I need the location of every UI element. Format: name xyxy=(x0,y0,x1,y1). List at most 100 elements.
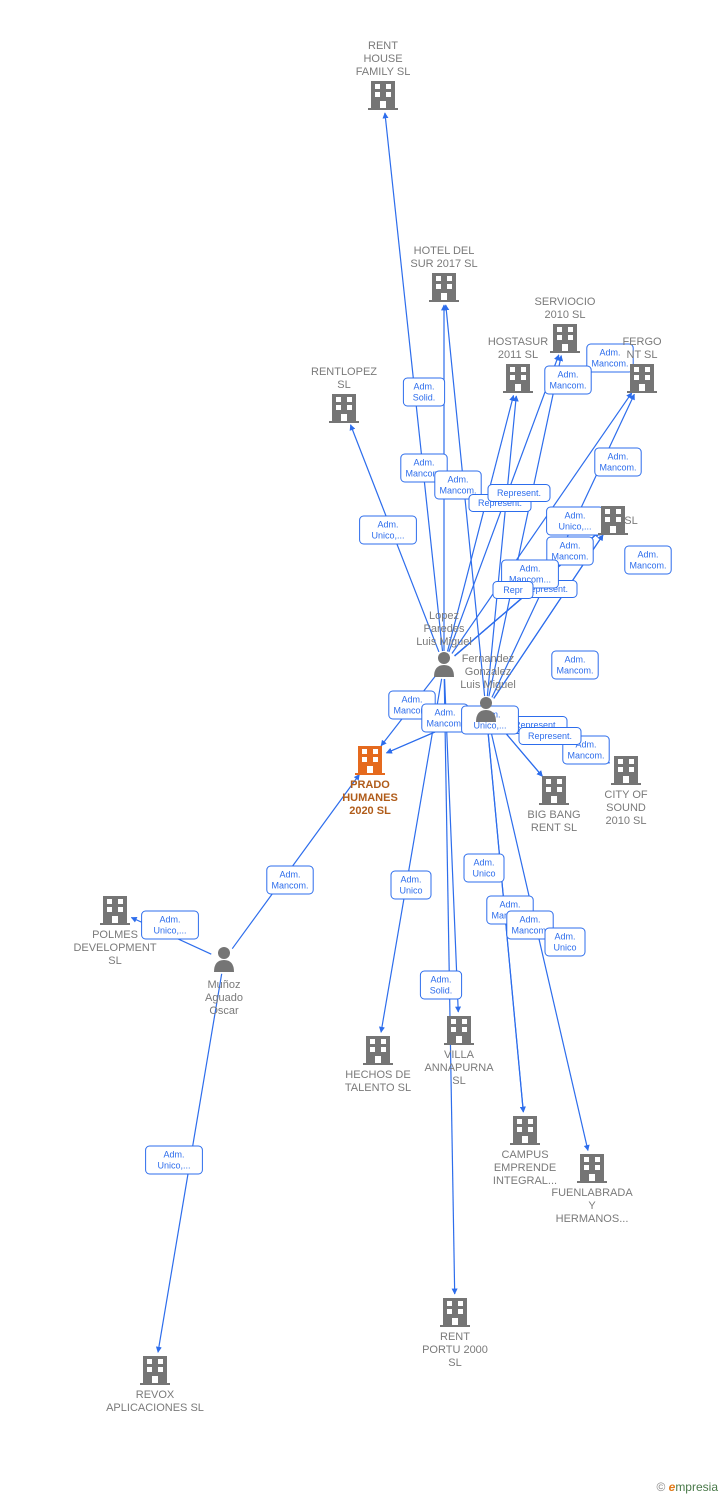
node-label: POLMES xyxy=(92,929,138,941)
svg-text:Adm.: Adm. xyxy=(473,857,494,867)
building-icon xyxy=(577,1154,607,1183)
company-node[interactable]: HOTEL DELSUR 2017 SL xyxy=(410,245,477,302)
node-label: SL xyxy=(452,1075,465,1087)
node-label: FUENLABRADA xyxy=(551,1187,633,1199)
building-icon xyxy=(539,776,569,805)
svg-text:Unico: Unico xyxy=(472,868,495,878)
svg-text:Unico,...: Unico,... xyxy=(371,530,404,540)
network-diagram: Adm.Unico,...Adm.Solid.Adm.Mancom.Adm.Ma… xyxy=(0,0,728,1500)
node-label: 2011 SL xyxy=(498,349,538,361)
node-label: HECHOS DE xyxy=(345,1069,410,1081)
edge-label: Adm.Unico xyxy=(545,928,585,956)
node-label: Luis Miguel xyxy=(460,679,516,691)
node-label: 2010 SL xyxy=(606,815,647,827)
svg-text:Adm.: Adm. xyxy=(564,510,585,520)
edge-label: Adm.Mancom. xyxy=(595,448,641,476)
svg-text:Mancom.: Mancom. xyxy=(591,358,628,368)
node-label: CAMPUS xyxy=(501,1149,548,1161)
edge-label: Represent. xyxy=(519,728,581,745)
company-node[interactable]: RENTHOUSEFAMILY SL xyxy=(356,40,411,110)
node-label: EMPRENDE xyxy=(494,1162,556,1174)
node-label: FAMILY SL xyxy=(356,66,411,78)
building-icon xyxy=(368,81,398,110)
svg-text:Mancom.: Mancom. xyxy=(556,665,593,675)
building-icon xyxy=(627,364,657,393)
svg-text:Mancom.: Mancom. xyxy=(567,750,604,760)
svg-text:Solid.: Solid. xyxy=(413,392,436,402)
person-icon xyxy=(434,652,454,677)
company-node[interactable]: BIG BANGRENT SL xyxy=(527,776,580,834)
company-node[interactable]: HECHOS DETALENTO SL xyxy=(345,1036,411,1094)
company-node[interactable]: CITY OFSOUND2010 SL xyxy=(604,756,647,827)
edge-label: Adm.Unico xyxy=(391,871,431,899)
svg-text:Adm.: Adm. xyxy=(413,457,434,467)
company-node[interactable]: PRADOHUMANES2020 SL xyxy=(342,746,398,817)
node-label: HOUSE xyxy=(363,53,402,65)
person-node[interactable]: MuñozAguadoOscar xyxy=(205,947,243,1017)
node-label: VILLA xyxy=(444,1049,475,1061)
node-label: Y xyxy=(588,1200,596,1212)
node-label: RENT xyxy=(368,40,398,52)
edge-label: Adm.Mancom. xyxy=(552,651,598,679)
edge-label: Adm.Unico,... xyxy=(146,1146,203,1174)
svg-text:Adm.: Adm. xyxy=(413,381,434,391)
svg-text:Unico: Unico xyxy=(399,885,422,895)
node-label: SUR 2017 SL xyxy=(410,258,477,270)
company-node[interactable]: RENTPORTU 2000SL xyxy=(422,1298,488,1369)
node-label: HUMANES xyxy=(342,792,398,804)
copyright-footer: © empresia xyxy=(656,1480,718,1494)
node-label: HOTEL DEL xyxy=(414,245,475,257)
svg-text:Adm.: Adm. xyxy=(447,474,468,484)
node-label: SOUND xyxy=(606,802,646,814)
company-node[interactable]: HOSTASUR2011 SL xyxy=(488,336,548,393)
svg-text:Mancom.: Mancom. xyxy=(629,560,666,570)
svg-text:Mancom.: Mancom. xyxy=(549,380,586,390)
node-label: Oscar xyxy=(209,1005,239,1017)
building-icon xyxy=(363,1036,393,1065)
copyright-symbol: © xyxy=(656,1480,665,1494)
node-label: NT SL xyxy=(627,349,658,361)
edge-label: Adm.Unico,... xyxy=(360,516,417,544)
node-label: 2020 SL xyxy=(349,805,391,817)
node-label: DEVELOPMENT xyxy=(73,942,156,954)
company-node[interactable]: FUENLABRADAYHERMANOS... xyxy=(551,1154,633,1225)
node-label: Lopez xyxy=(429,610,459,622)
building-icon xyxy=(444,1016,474,1045)
edge-label: Adm.Mancom. xyxy=(625,546,671,574)
person-node[interactable]: LopezParedesLuis Miguel xyxy=(416,610,472,677)
building-icon xyxy=(440,1298,470,1327)
person-icon xyxy=(214,947,234,972)
node-label: 2010 SL xyxy=(545,309,586,321)
edge-labels-layer: Adm.Unico,...Adm.Solid.Adm.Mancom.Adm.Ma… xyxy=(142,344,672,1174)
svg-text:Adm.: Adm. xyxy=(564,654,585,664)
svg-text:Mancom.: Mancom. xyxy=(426,718,463,728)
svg-text:Unico,...: Unico,... xyxy=(558,521,591,531)
edge-label: Repr xyxy=(493,582,533,599)
node-label: RENT xyxy=(440,1331,470,1343)
company-node[interactable]: REVOXAPLICACIONES SL xyxy=(106,1356,204,1414)
svg-text:Unico,...: Unico,... xyxy=(157,1160,190,1170)
building-icon xyxy=(510,1116,540,1145)
edge-label: Adm.Unico,... xyxy=(142,911,199,939)
svg-text:Adm.: Adm. xyxy=(559,540,580,550)
svg-text:Adm.: Adm. xyxy=(400,874,421,884)
node-label: CITY OF xyxy=(604,789,647,801)
svg-text:Mancom.: Mancom. xyxy=(439,485,476,495)
company-node[interactable]: RENTLOPEZSL xyxy=(311,366,377,423)
edge-label: Adm.Unico,... xyxy=(547,507,604,535)
svg-text:Adm.: Adm. xyxy=(557,369,578,379)
node-label: PORTU 2000 xyxy=(422,1344,488,1356)
company-node[interactable]: CAMPUSEMPRENDEINTEGRAL... xyxy=(493,1116,557,1187)
building-icon xyxy=(611,756,641,785)
building-icon xyxy=(100,896,130,925)
company-node[interactable]: VILLAANNAPURNASL xyxy=(424,1016,494,1087)
node-label: BIG BANG xyxy=(527,809,580,821)
node-label: SL xyxy=(624,515,637,527)
svg-text:Adm.: Adm. xyxy=(607,451,628,461)
building-icon xyxy=(140,1356,170,1385)
company-node[interactable]: SL xyxy=(598,506,638,535)
node-label: TALENTO SL xyxy=(345,1082,411,1094)
node-label: Paredes xyxy=(424,623,465,635)
svg-text:Unico: Unico xyxy=(553,942,576,952)
svg-text:Adm.: Adm. xyxy=(554,931,575,941)
